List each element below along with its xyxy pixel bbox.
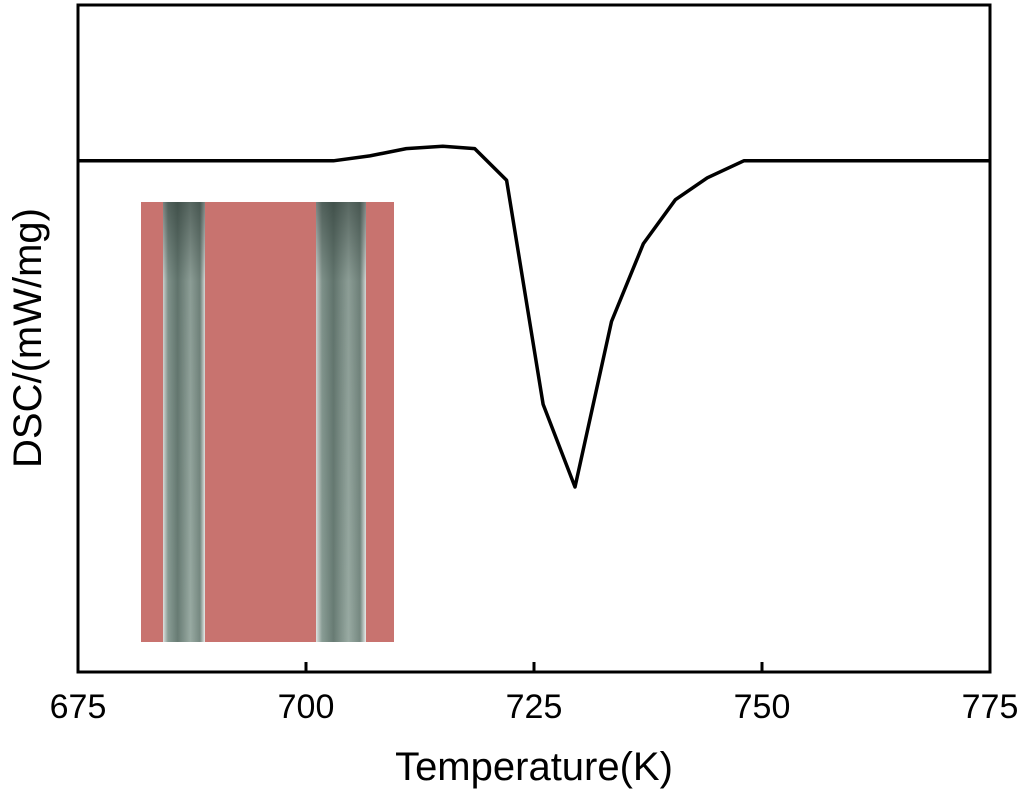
x-tick-label: 775 <box>962 688 1019 726</box>
inset-strip-right-shade <box>316 202 366 642</box>
x-axis-ticks <box>76 662 992 672</box>
x-tick-label: 700 <box>278 688 335 726</box>
x-tick-label: 675 <box>50 688 107 726</box>
x-axis-title: Temperature(K) <box>395 745 673 789</box>
x-axis-tick-labels: 675 700 725 750 775 <box>50 688 1019 726</box>
inset-photograph <box>141 202 394 642</box>
inset-strip-left-shade <box>163 202 205 642</box>
x-tick-label: 725 <box>506 688 563 726</box>
dsc-curve <box>78 144 990 489</box>
x-tick-label: 750 <box>734 688 791 726</box>
y-axis-title: DSC/(mW/mg) <box>6 208 50 468</box>
